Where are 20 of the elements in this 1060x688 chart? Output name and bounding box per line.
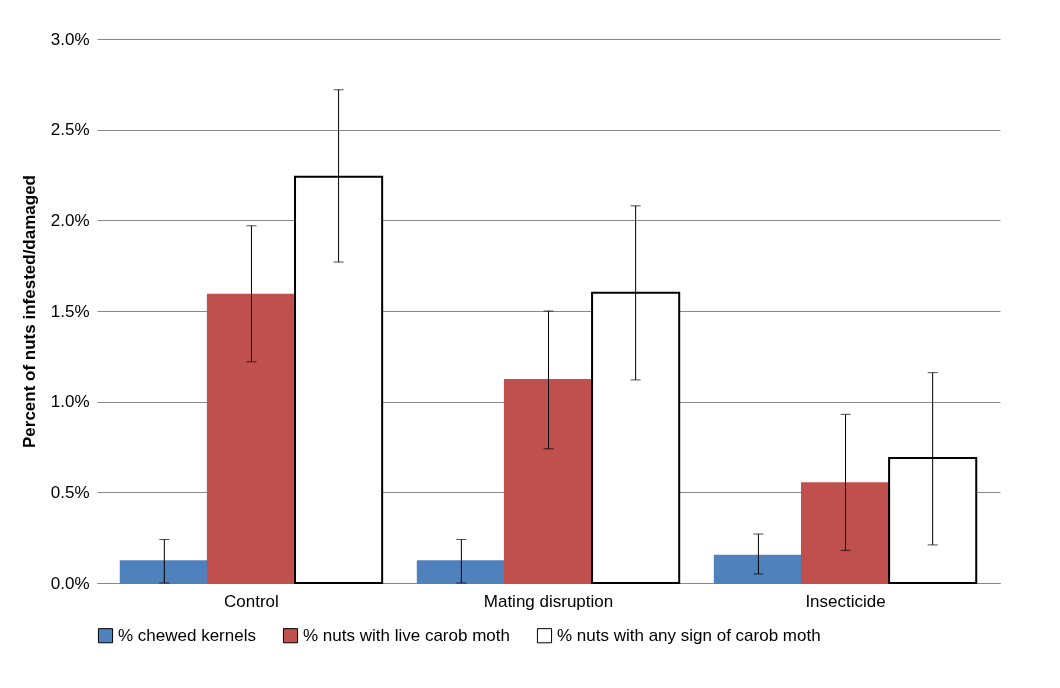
y-tick-label: 1.0% <box>50 392 90 412</box>
bar <box>119 560 209 584</box>
bar <box>800 482 891 584</box>
legend-label: % nuts with any sign of carob moth <box>557 625 821 645</box>
bar <box>713 554 803 584</box>
bar <box>503 378 594 584</box>
legend-label: % nuts with live carob moth <box>303 625 510 645</box>
legend-label: % chewed kernels <box>118 625 256 645</box>
y-tick-label: 3.0% <box>50 29 90 49</box>
bar <box>206 293 297 584</box>
y-axis-title: Percent of nuts infested/damaged <box>19 175 39 448</box>
y-tick-label: 1.5% <box>50 301 90 321</box>
x-tick-label: Mating disruption <box>483 591 614 611</box>
y-tick-label: 2.5% <box>50 120 90 140</box>
y-tick-label: 2.0% <box>50 210 90 230</box>
y-tick-label: 0.5% <box>50 482 90 502</box>
x-tick-label: Insecticide <box>805 591 886 611</box>
bar <box>416 560 506 584</box>
x-tick-label: Control <box>224 591 279 611</box>
y-tick-label: 0.0% <box>50 573 90 593</box>
